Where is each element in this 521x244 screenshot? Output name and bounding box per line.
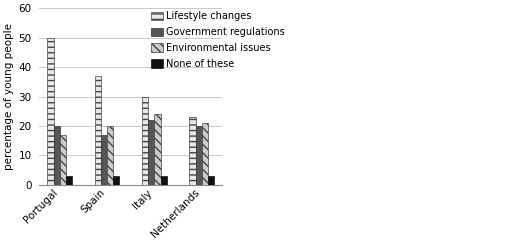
Bar [107, 126, 113, 185]
Bar [60, 135, 66, 185]
Bar [190, 117, 195, 185]
Bar [142, 97, 148, 185]
Bar [160, 176, 167, 185]
Y-axis label: percentage of young people: percentage of young people [4, 23, 14, 170]
Bar [54, 126, 60, 185]
Legend: Lifestyle changes, Government regulations, Environmental issues, None of these: Lifestyle changes, Government regulation… [149, 10, 287, 71]
Bar [66, 176, 72, 185]
Bar [95, 76, 101, 185]
Bar [154, 114, 160, 185]
Bar [195, 126, 202, 185]
Bar [208, 176, 214, 185]
Bar [113, 176, 119, 185]
Bar [47, 38, 54, 185]
Bar [148, 120, 154, 185]
Bar [101, 135, 107, 185]
Bar [202, 123, 208, 185]
